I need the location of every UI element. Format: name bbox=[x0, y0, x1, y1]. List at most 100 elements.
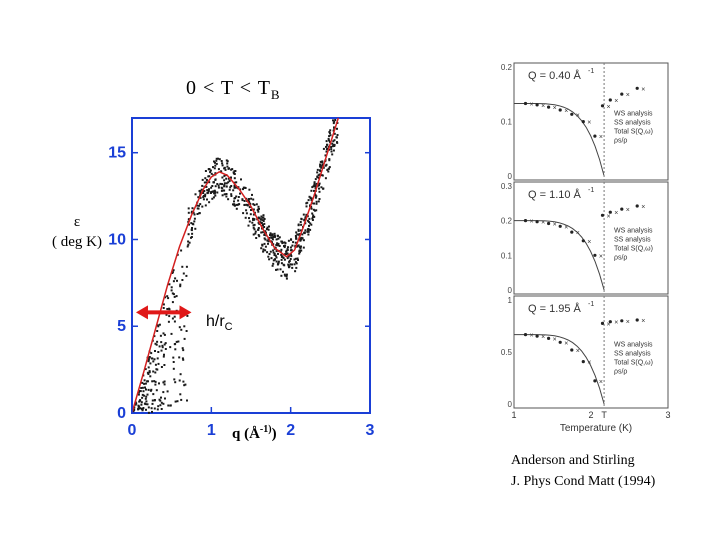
scatter-point bbox=[163, 343, 166, 346]
scatter-point bbox=[228, 180, 231, 182]
scatter-point bbox=[233, 172, 235, 175]
scatter-point bbox=[265, 228, 268, 230]
panel-data-point bbox=[635, 86, 639, 90]
scatter-point bbox=[312, 185, 315, 188]
scatter-point bbox=[206, 198, 208, 201]
scatter-point bbox=[202, 194, 205, 197]
scatter-point bbox=[163, 383, 166, 386]
scatter-point bbox=[254, 232, 257, 235]
scatter-point bbox=[255, 237, 258, 239]
scatter-point bbox=[190, 229, 193, 232]
scatter-point bbox=[182, 380, 185, 383]
scatter-point bbox=[279, 268, 282, 271]
scatter-point bbox=[164, 342, 167, 345]
panel-data-cross: × bbox=[641, 204, 645, 211]
scatter-point bbox=[178, 356, 181, 359]
scatter-point bbox=[295, 236, 298, 239]
scatter-point bbox=[245, 212, 248, 215]
scatter-point bbox=[276, 263, 279, 266]
scatter-point bbox=[173, 315, 176, 318]
scatter-point bbox=[223, 183, 226, 186]
scatter-point bbox=[311, 186, 314, 189]
scatter-point bbox=[145, 408, 147, 411]
scatter-point bbox=[225, 182, 228, 185]
scatter-point bbox=[289, 258, 292, 260]
x-tick-label: 0 bbox=[128, 422, 137, 439]
scatter-point bbox=[208, 168, 211, 171]
scatter-point bbox=[246, 204, 249, 207]
scatter-point bbox=[227, 177, 230, 180]
panel-frame bbox=[513, 295, 669, 409]
scatter-point bbox=[292, 241, 295, 244]
scatter-point bbox=[140, 387, 143, 389]
panel-data-point bbox=[608, 98, 612, 102]
scatter-point bbox=[273, 252, 276, 255]
scatter-point bbox=[146, 371, 149, 374]
scatter-point bbox=[318, 190, 321, 193]
scatter-point bbox=[309, 228, 312, 231]
panel-legend-entry: Total S(Q,ω) bbox=[614, 129, 653, 136]
panel-y-tick: 0 bbox=[508, 172, 513, 181]
scatter-point bbox=[233, 203, 236, 206]
scatter-point bbox=[263, 226, 266, 228]
scatter-point bbox=[145, 400, 148, 403]
scatter-point bbox=[150, 357, 153, 360]
scatter-point bbox=[276, 268, 279, 271]
scatter-point bbox=[296, 233, 299, 236]
scatter-point bbox=[322, 166, 325, 169]
scatter-point bbox=[204, 177, 207, 180]
scatter-point bbox=[275, 250, 278, 253]
scatter-point bbox=[248, 200, 251, 203]
panel-legend-entry: ρs/ρ bbox=[614, 254, 627, 261]
scatter-point bbox=[168, 308, 171, 311]
scatter-point bbox=[257, 205, 260, 208]
scatter-point bbox=[235, 207, 238, 210]
panel-data-cross: × bbox=[541, 103, 545, 110]
scatter-point bbox=[258, 217, 261, 220]
panel-data-point bbox=[620, 319, 624, 323]
title-sub: B bbox=[270, 87, 281, 102]
scatter-point bbox=[157, 351, 160, 353]
scatter-point bbox=[182, 349, 185, 352]
scatter-point bbox=[147, 373, 150, 375]
scatter-point bbox=[273, 254, 276, 256]
scatter-point bbox=[252, 218, 254, 221]
scatter-point bbox=[321, 174, 324, 177]
scatter-point bbox=[249, 213, 252, 216]
scatter-point bbox=[214, 178, 217, 181]
scatter-point bbox=[217, 168, 220, 171]
scatter-point bbox=[275, 256, 278, 259]
scatter-point bbox=[303, 219, 306, 222]
scatter-point bbox=[277, 252, 279, 255]
scatter-point bbox=[248, 206, 251, 209]
scatter-point bbox=[162, 355, 165, 358]
scatter-point bbox=[313, 181, 316, 184]
scatter-point bbox=[284, 253, 287, 256]
scatter-point bbox=[185, 330, 188, 332]
scatter-point bbox=[297, 244, 300, 247]
scatter-point bbox=[155, 368, 158, 371]
scatter-point bbox=[307, 229, 310, 231]
scatter-point bbox=[320, 174, 323, 177]
scatter-point bbox=[225, 193, 228, 195]
scatter-point bbox=[223, 174, 226, 177]
scatter-point bbox=[223, 193, 226, 196]
scatter-point bbox=[260, 222, 263, 224]
scatter-point bbox=[335, 136, 338, 139]
panel-rho-curve bbox=[514, 103, 605, 177]
scatter-point bbox=[321, 161, 324, 163]
scatter-point bbox=[220, 186, 223, 189]
scatter-point bbox=[257, 221, 260, 224]
scatter-point bbox=[153, 407, 156, 410]
scatter-point bbox=[328, 166, 331, 169]
scatter-point bbox=[141, 381, 144, 384]
scatter-point bbox=[203, 181, 206, 184]
scatter-point bbox=[260, 215, 263, 218]
scatter-point bbox=[187, 233, 190, 236]
scatter-point bbox=[273, 232, 276, 235]
scatter-point bbox=[271, 241, 273, 244]
scatter-point bbox=[212, 166, 214, 169]
scatter-cloud bbox=[131, 119, 339, 414]
scatter-point bbox=[275, 238, 278, 241]
